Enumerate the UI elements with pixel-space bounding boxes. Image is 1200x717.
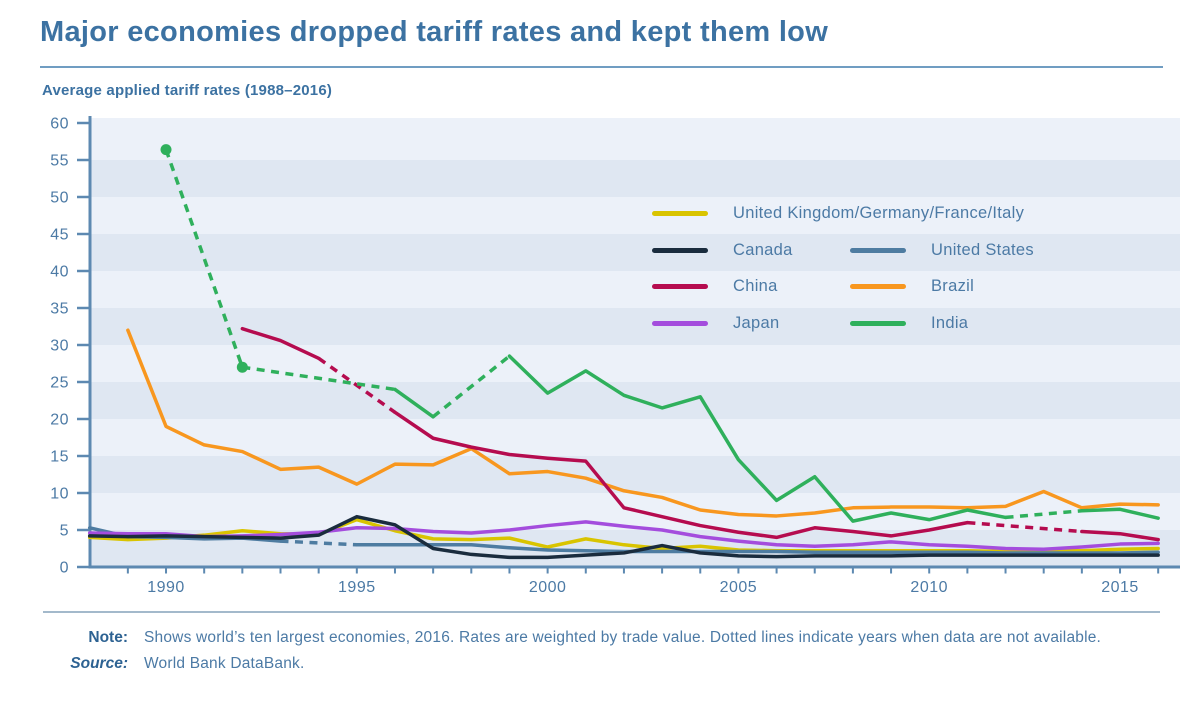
legend-swatch-canada <box>652 247 708 253</box>
legend-swatch-uk-germany-france-italy <box>652 210 708 216</box>
note-divider <box>43 611 1160 613</box>
legend-item-india: India <box>850 308 968 338</box>
source-label: Source: <box>70 654 128 672</box>
title-rule <box>40 66 1163 68</box>
svg-text:1990: 1990 <box>147 579 185 596</box>
svg-text:60: 60 <box>50 116 69 133</box>
svg-text:55: 55 <box>50 153 69 170</box>
legend-label: United States <box>931 240 1034 259</box>
svg-text:40: 40 <box>50 264 69 281</box>
svg-text:2005: 2005 <box>720 579 758 596</box>
legend-item-japan: Japan <box>652 308 779 338</box>
svg-text:0: 0 <box>60 560 69 577</box>
legend-item-canada: Canada <box>652 235 793 265</box>
legend-swatch-united-states <box>850 247 906 253</box>
note-label: Note: <box>88 629 128 646</box>
page-title: Major economies dropped tariff rates and… <box>40 16 829 48</box>
svg-text:5: 5 <box>60 523 69 540</box>
svg-text:15: 15 <box>50 449 69 466</box>
svg-text:30: 30 <box>50 338 69 355</box>
legend-label: China <box>733 276 778 295</box>
svg-text:10: 10 <box>50 486 69 503</box>
legend-swatch-india <box>850 320 906 326</box>
svg-text:25: 25 <box>50 375 69 392</box>
svg-text:20: 20 <box>50 412 69 429</box>
legend-label: Brazil <box>931 276 975 295</box>
footer: Note: Shows world’s ten largest economie… <box>40 626 1165 676</box>
legend-label: Canada <box>733 240 793 259</box>
svg-text:2010: 2010 <box>910 579 948 596</box>
legend-swatch-japan <box>652 320 708 326</box>
source-text: World Bank DataBank. <box>144 654 305 672</box>
source-row: Source: World Bank DataBank. <box>40 652 1165 677</box>
legend-swatch-brazil <box>850 283 906 289</box>
legend-item-uk-germany-france-italy: United Kingdom/Germany/France/Italy <box>652 198 1024 228</box>
svg-text:1995: 1995 <box>338 579 376 596</box>
legend-label: India <box>931 313 969 332</box>
legend-item-united-states: United States <box>850 235 1034 265</box>
legend-swatch-china <box>652 283 708 289</box>
legend-label: United Kingdom/Germany/France/Italy <box>733 203 1025 222</box>
svg-text:45: 45 <box>50 227 69 244</box>
chart-subtitle: Average applied tariff rates (1988–2016) <box>42 82 333 99</box>
svg-text:35: 35 <box>50 301 69 318</box>
legend-item-brazil: Brazil <box>850 271 974 301</box>
note-text: Shows world’s ten largest economies, 201… <box>144 629 1102 646</box>
legend-label: Japan <box>733 313 780 332</box>
legend-item-china: China <box>652 271 778 301</box>
svg-text:2015: 2015 <box>1101 579 1139 596</box>
svg-text:50: 50 <box>50 190 69 207</box>
svg-text:2000: 2000 <box>529 579 567 596</box>
note-row: Note: Shows world’s ten largest economie… <box>40 626 1165 651</box>
